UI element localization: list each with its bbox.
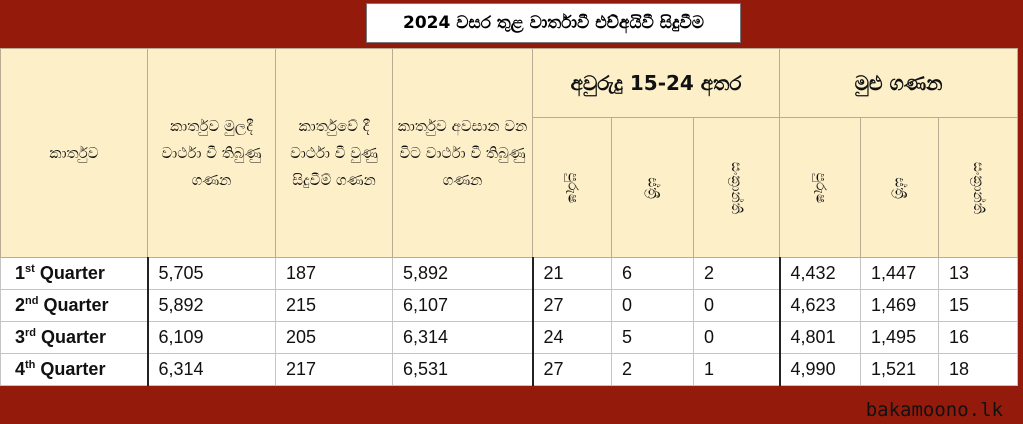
cell-start: 6,314 [147, 353, 276, 386]
cell-age-male: 27 [531, 353, 612, 386]
cell-age-female: 6 [611, 257, 694, 290]
header-end-reported: කාර්තුව අවසාන වන විට වාර්ථා වී තිබුණු ගණ… [392, 48, 533, 258]
table-row: 4th Quarter 6,314 217 6,531 27 2 1 4,990… [0, 353, 1019, 386]
cell-age-female: 2 [611, 353, 694, 386]
quarter-label: 2nd Quarter [0, 289, 149, 322]
header-reported-during: කාර්තුවේ දී වාර්ථා වී වුණු සිදුවීම් ගණන [275, 48, 393, 258]
cell-during: 187 [275, 257, 393, 290]
cell-end: 6,314 [392, 321, 533, 354]
cell-total-transgender: 15 [938, 289, 1019, 322]
cell-age-female: 5 [611, 321, 694, 354]
quarter-label: 3rd Quarter [0, 321, 149, 354]
cell-total-transgender: 13 [938, 257, 1019, 290]
header-age-transgender: සංක්‍රාන්ති [692, 117, 781, 258]
cell-total-transgender: 18 [938, 353, 1019, 386]
cell-total-male: 4,623 [778, 289, 862, 322]
cell-end: 6,531 [392, 353, 533, 386]
header-age-15-24: අවුරුදු 15-24 අතර [531, 48, 781, 118]
cell-age-male: 21 [531, 257, 612, 290]
cell-start: 6,109 [147, 321, 276, 354]
quarter-label: 4th Quarter [0, 353, 149, 386]
cell-age-male: 27 [531, 289, 612, 322]
cell-during: 217 [275, 353, 393, 386]
header-start-reported: කාර්තුව මුලදී වාර්ථා වී තිබුණු ගණන [147, 48, 276, 258]
header-total: මුළු ගණන [779, 48, 1019, 118]
table-title: 2024 වසර තුළ වාර්තාවී එච්අයිවී සිදුවීම [366, 3, 741, 43]
table-row: 3rd Quarter 6,109 205 6,314 24 5 0 4,801… [0, 321, 1019, 354]
cell-age-transgender: 0 [692, 289, 781, 322]
cell-age-transgender: 0 [692, 321, 781, 354]
cell-age-transgender: 1 [692, 353, 781, 386]
header-total-female: ස්ත්‍රී [860, 117, 940, 258]
cell-age-transgender: 2 [692, 257, 781, 290]
table-row: 2nd Quarter 5,892 215 6,107 27 0 0 4,623… [0, 289, 1019, 322]
cell-start: 5,892 [147, 289, 276, 322]
table-row: 1st Quarter 5,705 187 5,892 21 6 2 4,432… [0, 257, 1019, 290]
cell-total-female: 1,447 [860, 257, 940, 290]
cell-age-male: 24 [531, 321, 612, 354]
cell-during: 205 [275, 321, 393, 354]
cell-total-male: 4,801 [778, 321, 862, 354]
header-quarter: කාර්තුව [0, 48, 148, 258]
hiv-cases-table: කාර්තුව කාර්තුව මුලදී වාර්ථා වී තිබුණු ග… [0, 48, 1019, 386]
cell-age-female: 0 [611, 289, 694, 322]
cell-total-transgender: 16 [938, 321, 1019, 354]
cell-total-female: 1,495 [860, 321, 940, 354]
cell-total-female: 1,521 [860, 353, 940, 386]
cell-during: 215 [275, 289, 393, 322]
cell-start: 5,705 [147, 257, 276, 290]
site-credit: bakamoono.lk [865, 399, 1003, 421]
header-total-male: පුරුෂ [779, 117, 862, 258]
cell-total-male: 4,432 [778, 257, 862, 290]
quarter-label: 1st Quarter [0, 257, 149, 290]
cell-total-male: 4,990 [778, 353, 862, 386]
cell-total-female: 1,469 [860, 289, 940, 322]
header-age-female: ස්ත්‍රී [611, 117, 694, 258]
cell-end: 6,107 [392, 289, 533, 322]
header-age-male: පුරුෂ [532, 117, 612, 258]
cell-end: 5,892 [392, 257, 533, 290]
header-total-transgender: සංක්‍රාන්ති [938, 117, 1019, 258]
